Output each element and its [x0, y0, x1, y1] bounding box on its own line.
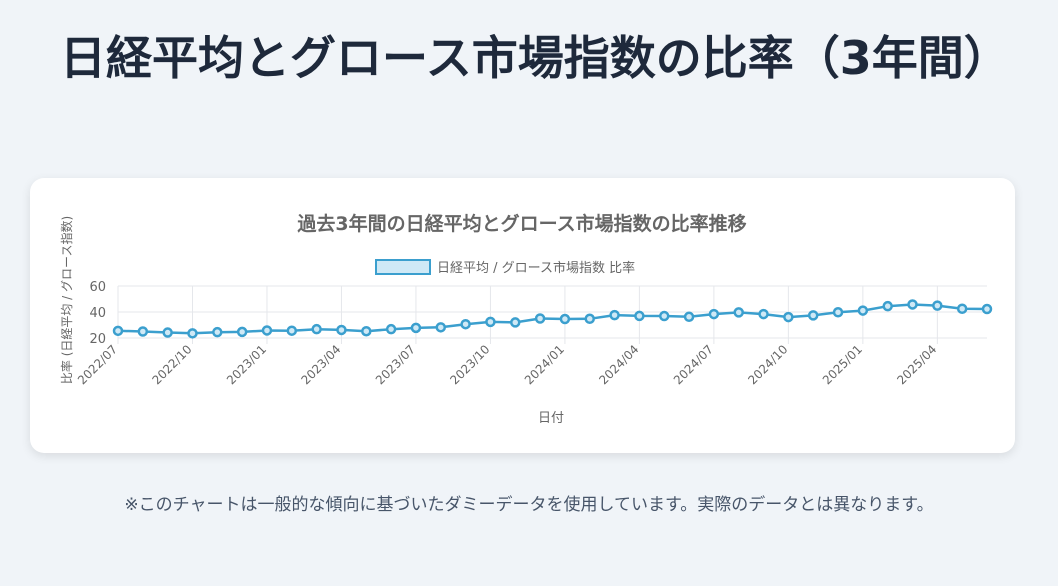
data-point[interactable] — [485, 316, 496, 328]
data-point[interactable] — [361, 325, 372, 337]
data-point[interactable] — [584, 313, 595, 325]
data-point[interactable] — [187, 328, 198, 339]
data-point[interactable] — [112, 325, 124, 337]
y-tick-label: 20 — [89, 332, 106, 347]
series — [112, 299, 993, 339]
data-point[interactable] — [783, 311, 794, 323]
x-tick-label: 2025/04 — [894, 342, 939, 387]
data-point[interactable] — [634, 310, 645, 322]
x-tick-label: 2023/07 — [373, 342, 418, 387]
data-point[interactable] — [460, 318, 471, 330]
footnote: ※このチャートは一般的な傾向に基づいたダミーデータを使用しています。実際のデータ… — [124, 495, 934, 515]
x-tick-label: 2024/10 — [745, 342, 790, 387]
data-point[interactable] — [658, 310, 670, 322]
legend[interactable]: 日経平均 / グロース市場指数 比率 — [375, 259, 635, 276]
x-tick-label: 2022/07 — [75, 342, 120, 387]
y-axis-ticks: 20 40 60 — [89, 280, 106, 347]
data-point[interactable] — [832, 307, 844, 318]
x-tick-label: 2023/01 — [224, 342, 269, 387]
chart-title: 過去3年間の日経平均とグロース市場指数の比率推移 — [297, 212, 746, 235]
data-point[interactable] — [807, 310, 819, 321]
x-tick-label: 2023/04 — [298, 342, 343, 387]
data-point[interactable] — [882, 300, 893, 312]
data-point[interactable] — [336, 324, 347, 336]
data-point[interactable] — [559, 313, 571, 325]
data-point[interactable] — [311, 323, 322, 335]
x-tick-label: 2024/04 — [596, 342, 641, 387]
legend-swatch — [375, 259, 431, 275]
y-tick-label: 60 — [89, 280, 106, 295]
data-point[interactable] — [261, 325, 273, 336]
series-line — [117, 303, 988, 335]
x-axis-ticks: 2022/07 2022/10 2023/01 2023/04 2023/07 2023/… — [75, 342, 939, 387]
data-point[interactable] — [385, 323, 397, 335]
grid — [117, 285, 987, 344]
data-point[interactable] — [510, 317, 521, 328]
data-point[interactable] — [932, 300, 943, 311]
data-point[interactable] — [708, 308, 720, 320]
data-point[interactable] — [534, 313, 546, 324]
data-point[interactable] — [981, 303, 993, 315]
data-point[interactable] — [236, 326, 248, 338]
data-point[interactable] — [609, 309, 620, 321]
data-point[interactable] — [435, 322, 447, 333]
line-chart: 過去3年間の日経平均とグロース市場指数の比率推移 日経平均 / グロース市場指数… — [59, 212, 993, 426]
x-tick-label: 2025/01 — [820, 342, 865, 387]
data-point[interactable] — [857, 305, 869, 316]
x-axis-label: 日付 — [538, 411, 564, 426]
x-tick-label: 2022/10 — [149, 342, 194, 387]
legend-label: 日経平均 / グロース市場指数 比率 — [437, 260, 635, 276]
data-point[interactable] — [758, 308, 769, 320]
data-point[interactable] — [137, 326, 149, 337]
y-tick-label: 40 — [89, 306, 106, 321]
x-tick-label: 2024/07 — [671, 342, 716, 387]
data-point[interactable] — [956, 303, 968, 314]
data-point[interactable] — [162, 327, 173, 338]
x-tick-label: 2024/01 — [522, 342, 567, 387]
data-point[interactable] — [212, 326, 223, 338]
data-point[interactable] — [410, 322, 422, 334]
data-point[interactable] — [286, 325, 298, 336]
y-axis-label: 比率 (日経平均 / グロース指数) — [59, 216, 74, 384]
data-point[interactable] — [683, 311, 695, 323]
data-point[interactable] — [733, 307, 744, 318]
page-title: 日経平均とグロース市場指数の比率（3年間） — [60, 31, 1010, 85]
chart-card: 過去3年間の日経平均とグロース市場指数の比率推移 日経平均 / グロース市場指数… — [30, 178, 1015, 453]
x-tick-label: 2023/10 — [447, 342, 492, 387]
data-point[interactable] — [907, 299, 918, 310]
